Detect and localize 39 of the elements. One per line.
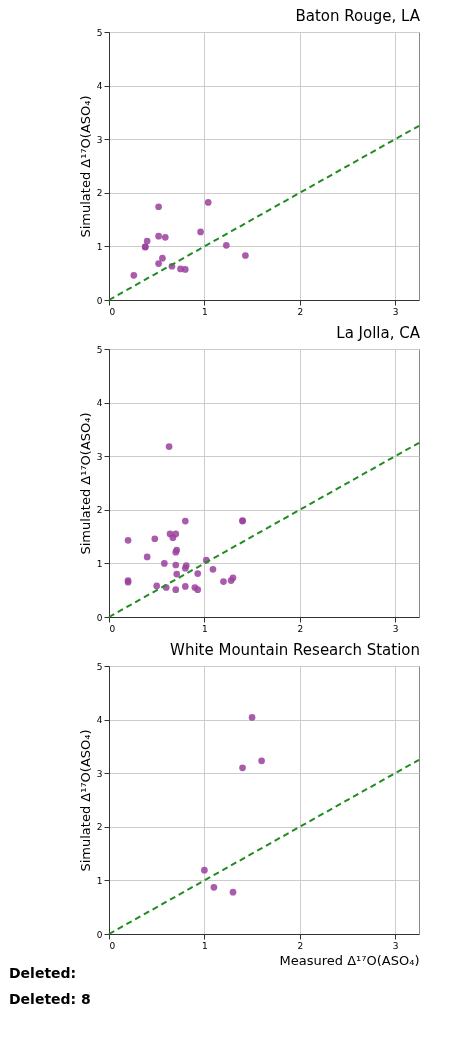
y-axis-title: Simulated Δ¹⁷O(ASO₄) (77, 729, 93, 872)
text: Deleted: 8 (9, 991, 91, 1007)
y-tick-label: 1 (96, 241, 103, 252)
y-tick-label: 0 (96, 295, 103, 306)
y-tick-label: 5 (96, 27, 103, 38)
x-tick-label: 0 (109, 623, 116, 634)
y-axis-title: Simulated Δ¹⁷O(ASO₄) (77, 412, 93, 555)
x-tick-label: 2 (297, 623, 304, 634)
y-tick-label: 4 (96, 398, 103, 409)
x-axis-title: Measured Δ¹⁷O(ASO₄) (279, 952, 420, 968)
y-tick-label: 3 (96, 134, 103, 145)
y-tick-label: 5 (96, 661, 103, 672)
y-tick-label: 2 (96, 188, 103, 199)
chart-title: La Jolla, CA (336, 324, 421, 342)
y-tick-label: 0 (96, 929, 103, 940)
y-tick-label: 3 (96, 451, 103, 462)
chart-title: Baton Rouge, LA (295, 7, 421, 25)
x-tick-label: 1 (202, 306, 208, 317)
text: Deleted: (9, 965, 77, 981)
y-tick-label: 4 (96, 715, 103, 726)
x-tick-label: 2 (297, 306, 304, 317)
y-tick-label: 5 (96, 344, 103, 355)
x-tick-label: 1 (202, 623, 208, 634)
y-tick-label: 0 (96, 612, 103, 623)
y-tick-label: 4 (96, 81, 103, 92)
y-tick-label: 2 (96, 505, 103, 516)
y-tick-label: 2 (96, 822, 103, 833)
x-tick-label: 1 (202, 940, 208, 951)
y-axis-title: Simulated Δ¹⁷O(ASO₄) (77, 95, 93, 238)
x-tick-label: 0 (109, 306, 116, 317)
x-tick-label: 2 (297, 940, 304, 951)
x-tick-label: 0 (109, 940, 116, 951)
x-tick-label: 3 (392, 306, 399, 317)
chart-title: White Mountain Research Station (170, 641, 420, 659)
y-tick-label: 1 (96, 558, 103, 569)
y-tick-label: 1 (96, 875, 103, 886)
y-tick-label: 3 (96, 768, 103, 779)
x-tick-label: 3 (392, 940, 399, 951)
x-tick-label: 3 (392, 623, 399, 634)
